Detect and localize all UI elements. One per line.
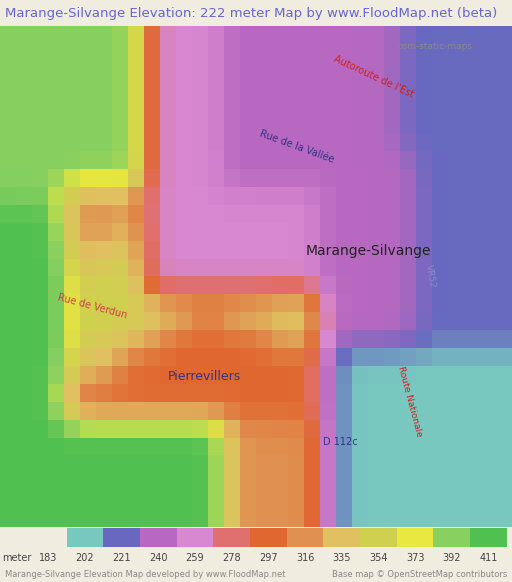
Bar [434, 528, 470, 547]
Text: Marange-Silvange Elevation: 222 meter Map by www.FloodMap.net (beta): Marange-Silvange Elevation: 222 meter Ma… [5, 6, 497, 20]
Text: Base map © OpenStreetMap contributors: Base map © OpenStreetMap contributors [332, 570, 507, 579]
Bar [45, 528, 65, 547]
Text: 202: 202 [76, 553, 94, 563]
Bar [103, 528, 140, 547]
Text: D 112c: D 112c [323, 436, 358, 446]
Bar [287, 528, 324, 547]
Bar [360, 528, 397, 547]
Text: 259: 259 [186, 553, 204, 563]
Text: 183: 183 [39, 553, 57, 563]
Text: 411: 411 [479, 553, 498, 563]
Text: 316: 316 [296, 553, 314, 563]
Text: 373: 373 [406, 553, 424, 563]
Text: Marange-Silvange: Marange-Silvange [306, 244, 432, 258]
Text: Autoroute de l'Est: Autoroute de l'Est [332, 54, 415, 99]
Text: osm-static-maps: osm-static-maps [398, 42, 473, 51]
Bar [250, 528, 287, 547]
Text: Rue de la Vallée: Rue de la Vallée [259, 128, 335, 165]
Text: meter: meter [3, 553, 32, 563]
Bar [324, 528, 360, 547]
Bar [177, 528, 214, 547]
Text: 221: 221 [112, 553, 131, 563]
Text: 392: 392 [442, 553, 461, 563]
Text: 354: 354 [369, 553, 388, 563]
Bar [470, 528, 507, 547]
Bar [397, 528, 434, 547]
Bar [140, 528, 177, 547]
Text: 278: 278 [222, 553, 241, 563]
Text: 335: 335 [332, 553, 351, 563]
Bar [214, 528, 250, 547]
Text: Marange-Silvange Elevation Map developed by www.FloodMap.net: Marange-Silvange Elevation Map developed… [5, 570, 286, 579]
Text: Route Nationale: Route Nationale [396, 365, 423, 438]
Text: Rue de Verdun: Rue de Verdun [56, 292, 128, 321]
Text: VR52: VR52 [423, 264, 437, 289]
Text: 240: 240 [149, 553, 167, 563]
Text: 297: 297 [259, 553, 278, 563]
Text: Pierrevillers: Pierrevillers [168, 370, 242, 383]
Bar [67, 528, 103, 547]
